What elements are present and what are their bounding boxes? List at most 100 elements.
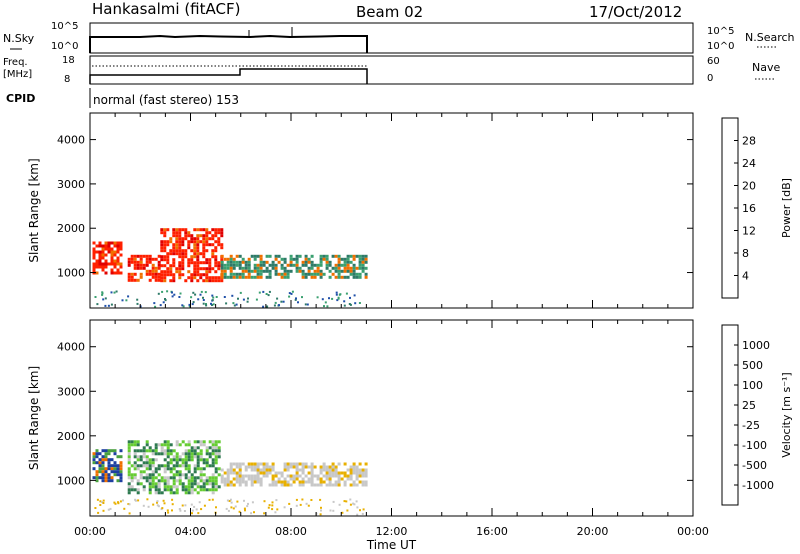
echo-cell [166, 267, 170, 271]
echo-cell [127, 452, 131, 456]
echo-cell [205, 458, 209, 462]
echo-cell [181, 458, 185, 462]
echo-cell [99, 500, 102, 503]
echo-cell [217, 240, 221, 244]
echo-cell [319, 269, 323, 273]
echo-cell [142, 464, 146, 468]
echo-cell [274, 263, 278, 267]
echo-cell [145, 458, 149, 462]
echo-cell [271, 263, 275, 267]
echo-cell [98, 476, 102, 480]
echo-cell [343, 266, 347, 270]
echo-cell [226, 257, 230, 261]
echo-cell [307, 260, 311, 264]
echo-cell [220, 468, 224, 472]
echo-cell [319, 260, 323, 264]
echo-cell [178, 234, 182, 238]
echo-cell [361, 512, 364, 515]
echo-cell [139, 272, 143, 276]
echo-cell [113, 271, 117, 275]
echo-cell [337, 471, 341, 475]
echo-cell [295, 269, 299, 273]
echo-cell [220, 272, 224, 276]
echo-cell [235, 303, 238, 306]
echo-cell [217, 237, 221, 241]
echo-cell [253, 266, 257, 270]
nsearch-label: N.Search [745, 31, 795, 44]
echo-cell [166, 479, 170, 483]
echo-cell [199, 228, 203, 232]
echo-cell [341, 511, 344, 514]
echo-cell [205, 446, 209, 450]
echo-cell [268, 275, 272, 279]
echo-cell [136, 254, 140, 258]
echo-cell [113, 464, 117, 468]
echo-cell [298, 266, 302, 270]
echo-cell [247, 272, 251, 276]
echo-cell [110, 259, 114, 263]
echo-cell [92, 476, 96, 480]
echo-cell [355, 477, 359, 481]
echo-cell [184, 255, 188, 259]
echo-cell [202, 302, 205, 305]
echo-cell [151, 461, 155, 465]
echo-cell [133, 464, 137, 468]
echo-cell [244, 266, 248, 270]
echo-cell [277, 260, 281, 264]
echo-cell [282, 300, 285, 303]
echo-cell [241, 480, 245, 484]
echo-cell [262, 468, 266, 472]
echo-cell [193, 270, 197, 274]
echo-cell [107, 461, 111, 465]
echo-cell [92, 250, 96, 254]
nsky-series [89, 34, 368, 53]
echo-cell [187, 479, 191, 483]
echo-cell [113, 291, 116, 294]
colorbar-tick-label: -100 [742, 439, 767, 452]
echo-cell [101, 461, 105, 465]
echo-cell [288, 502, 291, 505]
echo-cell [163, 279, 167, 283]
echo-cell [313, 483, 317, 487]
echo-cell [175, 249, 179, 253]
echo-cell [169, 452, 173, 456]
echo-cell [151, 464, 155, 468]
echo-cell [331, 254, 335, 258]
echo-cell [238, 480, 242, 484]
echo-cell [101, 265, 105, 269]
echo-cell [157, 278, 161, 282]
echo-cell [169, 476, 173, 480]
echo-cell [250, 269, 254, 273]
echo-cell [301, 498, 304, 501]
echo-cell [262, 269, 266, 273]
echo-cell [229, 254, 233, 258]
echo-cell [217, 452, 221, 456]
echo-cell [175, 491, 179, 495]
echo-cell [102, 499, 105, 502]
echo-cell [172, 476, 176, 480]
echo-cell [208, 479, 212, 483]
echo-cell [250, 474, 254, 478]
echo-cell [181, 464, 185, 468]
echo-cell [316, 477, 320, 481]
echo-cell [229, 480, 233, 484]
echo-cell [157, 292, 160, 295]
echo-cell [298, 480, 302, 484]
echo-cell [202, 249, 206, 253]
echo-cell [116, 473, 120, 477]
echo-cell [361, 471, 365, 475]
echo-cell [211, 249, 215, 253]
echo-cell [139, 275, 143, 279]
echo-cell [211, 498, 214, 501]
x-tick-label: 20:00 [577, 525, 609, 538]
echo-cell [199, 293, 202, 296]
echo-cell [202, 479, 206, 483]
echo-cell [156, 504, 159, 507]
echo-cell [172, 464, 176, 468]
echo-cell [256, 477, 260, 481]
echo-cell [202, 267, 206, 271]
echo-cell [128, 512, 131, 515]
echo-cell [349, 303, 352, 306]
echo-cell [304, 462, 308, 466]
echo-cell [175, 252, 179, 256]
